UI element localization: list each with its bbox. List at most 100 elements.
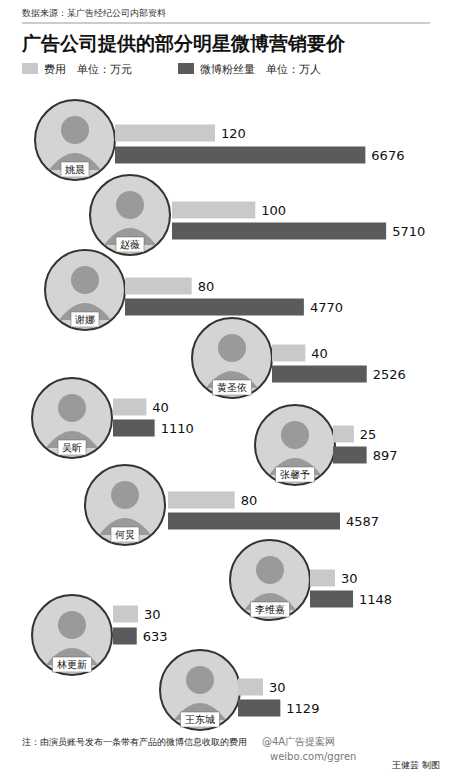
bar [238,679,263,696]
category-label: 吴昕 [62,442,82,453]
name-box [53,657,92,672]
name-box [276,467,315,482]
data-label: 80 [241,493,258,508]
data-label: 5710 [392,224,425,239]
annotation: weibo.com/ggren [270,751,356,762]
data-label: 4770 [310,300,343,315]
data-labels: 1201008040402580303030667657104770252611… [143,126,425,716]
data-label: 633 [143,629,168,644]
data-label: 100 [261,203,286,218]
category-label: 姚晨 [65,164,85,175]
data-label: 4587 [346,514,379,529]
bar [115,125,215,142]
portrait-head [71,266,99,294]
header-rule [22,23,430,24]
legend-swatch [22,63,38,74]
chart: 数据来源：某广告经纪公司内部资料广告公司提供的部分明星微博营销要价费用 单位：万… [0,0,450,775]
portrait [230,540,310,620]
category-label: 王东城 [185,714,215,725]
name-box [71,312,99,327]
bars [113,125,386,717]
portrait-head [61,116,89,144]
legend-item: 微博粉丝量 单位：万人 [178,63,321,76]
bar [310,591,353,608]
category-labels: 姚晨赵薇谢娜黄圣依吴昕张馨予何炅李维嘉林更新王东城 [53,162,315,727]
bar [172,223,386,240]
portrait-circle [255,405,335,485]
name-box [116,237,144,252]
portrait [32,595,112,675]
legend-item: 费用 单位：万元 [22,63,132,76]
data-label: 2526 [373,367,406,382]
portrait [160,650,240,730]
data-label: 30 [341,571,358,586]
portrait-head [111,481,139,509]
category-label: 李维嘉 [255,604,285,615]
data-label: 1110 [161,421,194,436]
portrait-circle [32,595,112,675]
data-label: 25 [360,427,377,442]
name-box [61,162,89,177]
portrait-circle [230,540,310,620]
legend-label: 费用 单位：万元 [44,63,132,76]
bar [125,278,192,295]
category-label: 何炅 [115,529,135,540]
portrait-circle [35,100,115,180]
portrait-head [58,611,86,639]
name-box [111,527,139,542]
portrait [255,405,335,485]
bar [113,420,155,437]
data-label: 6676 [371,148,404,163]
bar [172,202,255,219]
bar [272,345,305,362]
photos [32,100,335,730]
bar [113,628,137,645]
name-box [213,380,252,395]
portrait-head [218,334,246,362]
bar [333,426,354,443]
legend-swatch [178,63,194,74]
portrait [192,318,272,398]
portrait-head [116,191,144,219]
portrait-circle [32,378,112,458]
data-label: 1129 [286,701,319,716]
subtitle: 数据来源：某广告经纪公司内部资料 [22,8,166,18]
data-label: 40 [311,346,328,361]
bar [113,399,146,416]
bar [238,700,280,717]
data-label: 30 [269,680,286,695]
bar [125,299,304,316]
bar [272,366,367,383]
title: 广告公司提供的部分明星微博营销要价 [21,32,346,54]
bar [310,570,335,587]
name-box [251,602,290,617]
annotations: 注：由演员账号发布一条带有产品的微博信息收取的费用王健芸 制图@4A广告提案网w… [22,736,440,770]
portrait-circle [192,318,272,398]
bar [113,606,138,623]
portrait [85,465,165,545]
legend-label: 微博粉丝量 单位：万人 [200,63,321,76]
annotation: 王健芸 制图 [392,760,440,770]
portrait-circle [90,175,170,255]
portrait [35,100,115,180]
annotation: 注：由演员账号发布一条带有产品的微博信息收取的费用 [22,737,247,747]
data-label: 80 [198,279,215,294]
bar [168,492,235,509]
portrait-head [256,556,284,584]
portrait-circle [45,250,125,330]
portrait-head [58,394,86,422]
bar [333,447,367,464]
data-label: 1148 [359,592,392,607]
data-label: 897 [373,448,398,463]
name-box [181,712,220,727]
category-label: 谢娜 [75,314,95,325]
bar [168,513,340,530]
category-label: 林更新 [56,659,87,670]
portrait [90,175,170,255]
portrait-head [186,666,214,694]
data-label: 120 [221,126,246,141]
portrait-circle [85,465,165,545]
category-label: 张馨予 [280,469,310,480]
category-label: 赵薇 [120,239,140,250]
bar [115,147,365,164]
